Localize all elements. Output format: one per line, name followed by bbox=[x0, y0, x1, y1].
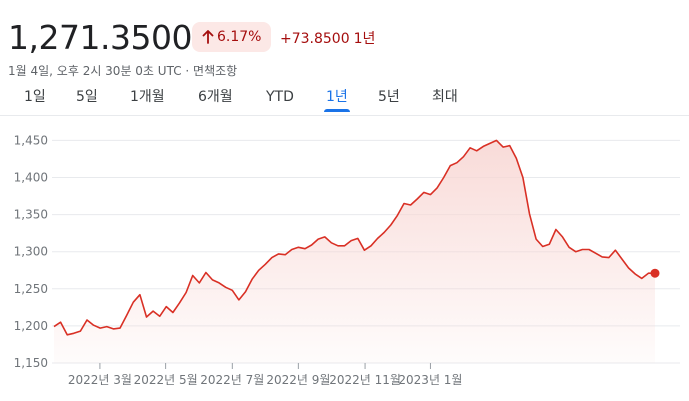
x-tick-label: 2022년 9월 bbox=[266, 373, 330, 387]
x-tick-label: 2022년 7월 bbox=[200, 373, 264, 387]
x-tick-label: 2022년 3월 bbox=[68, 373, 132, 387]
tab-1-day[interactable]: 1일 bbox=[24, 89, 46, 105]
price-line bbox=[53, 139, 655, 336]
y-tick-label: 1,200 bbox=[14, 319, 48, 333]
quote-header: 1,271.3500 6.17% +73.8500 1년 bbox=[8, 14, 678, 64]
arrow-up-icon bbox=[202, 30, 214, 44]
x-tick-label: 2022년 5월 bbox=[134, 373, 198, 387]
tab-5-day[interactable]: 5일 bbox=[76, 89, 98, 105]
x-tick-label: 2022년 11월 bbox=[329, 373, 401, 387]
x-tick-label: 2023년 1월 bbox=[398, 373, 462, 387]
percent-change-text: 6.17% bbox=[217, 29, 262, 45]
y-tick-label: 1,150 bbox=[14, 356, 48, 370]
y-tick-label: 1,250 bbox=[14, 282, 48, 296]
tab-1-month[interactable]: 1개월 bbox=[130, 89, 165, 105]
tab-max[interactable]: 최대 bbox=[432, 89, 458, 105]
tab-ytd[interactable]: YTD bbox=[266, 89, 294, 105]
timestamp-disclaimer: 1월 4일, 오후 2시 30분 0초 UTC · 면책조항 bbox=[8, 64, 238, 78]
price-value: 1,271.3500 bbox=[8, 18, 192, 57]
y-tick-label: 1,400 bbox=[14, 171, 48, 185]
header-divider bbox=[0, 115, 689, 116]
last-price-marker bbox=[650, 268, 660, 278]
price-area-fill bbox=[54, 140, 655, 363]
absolute-change: +73.8500 1년 bbox=[280, 28, 375, 48]
change-period-label: 1년 bbox=[353, 31, 376, 47]
price-chart-svg[interactable]: 1,150 1,200 1,250 1,300 1,350 1,400 1,450 2022년… bbox=[0, 120, 689, 401]
tab-1-year[interactable]: 1년 bbox=[324, 86, 350, 112]
y-tick-label: 1,450 bbox=[14, 133, 48, 147]
tab-5-year[interactable]: 5년 bbox=[378, 89, 400, 105]
tab-6-month[interactable]: 6개월 bbox=[198, 89, 233, 105]
absolute-change-value: +73.8500 bbox=[280, 31, 350, 47]
price-chart[interactable]: 1,150 1,200 1,250 1,300 1,350 1,400 1,450 2022년… bbox=[0, 120, 689, 401]
percent-change-badge: 6.17% bbox=[192, 22, 272, 52]
range-tabs: 1일 5일 1개월 6개월 YTD 1년 5년 최대 bbox=[14, 86, 674, 114]
y-tick-label: 1,300 bbox=[14, 245, 48, 259]
y-tick-label: 1,350 bbox=[14, 208, 48, 222]
